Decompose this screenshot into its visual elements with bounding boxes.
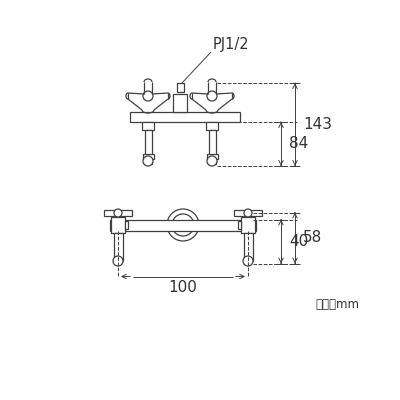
Circle shape	[143, 156, 153, 166]
Circle shape	[243, 256, 253, 266]
Bar	[176, 83, 184, 92]
Circle shape	[207, 91, 217, 101]
Bar	[238, 221, 241, 229]
Circle shape	[143, 91, 153, 101]
Circle shape	[113, 256, 123, 266]
Text: 100: 100	[168, 280, 198, 294]
Bar	[206, 154, 218, 158]
Bar	[208, 130, 216, 164]
Bar	[104, 210, 132, 216]
Text: 40: 40	[289, 234, 308, 249]
Bar	[244, 233, 252, 261]
Circle shape	[114, 209, 122, 217]
Text: 58: 58	[303, 230, 322, 246]
Text: 143: 143	[303, 117, 332, 132]
Circle shape	[207, 156, 217, 166]
Bar	[234, 210, 262, 216]
Circle shape	[167, 209, 199, 241]
Bar	[110, 220, 256, 230]
Bar	[241, 217, 255, 233]
Bar	[173, 94, 187, 112]
Circle shape	[244, 209, 252, 217]
Bar	[114, 233, 122, 261]
Text: PJ1/2: PJ1/2	[213, 37, 250, 52]
Bar	[130, 112, 240, 122]
Text: 84: 84	[289, 136, 308, 152]
Text: 単位：mm: 単位：mm	[315, 298, 359, 312]
Bar	[111, 217, 125, 233]
Bar	[142, 122, 154, 130]
Bar	[206, 122, 218, 130]
Bar	[142, 154, 154, 158]
Bar	[125, 221, 128, 229]
Bar	[144, 130, 152, 164]
Circle shape	[172, 214, 194, 236]
